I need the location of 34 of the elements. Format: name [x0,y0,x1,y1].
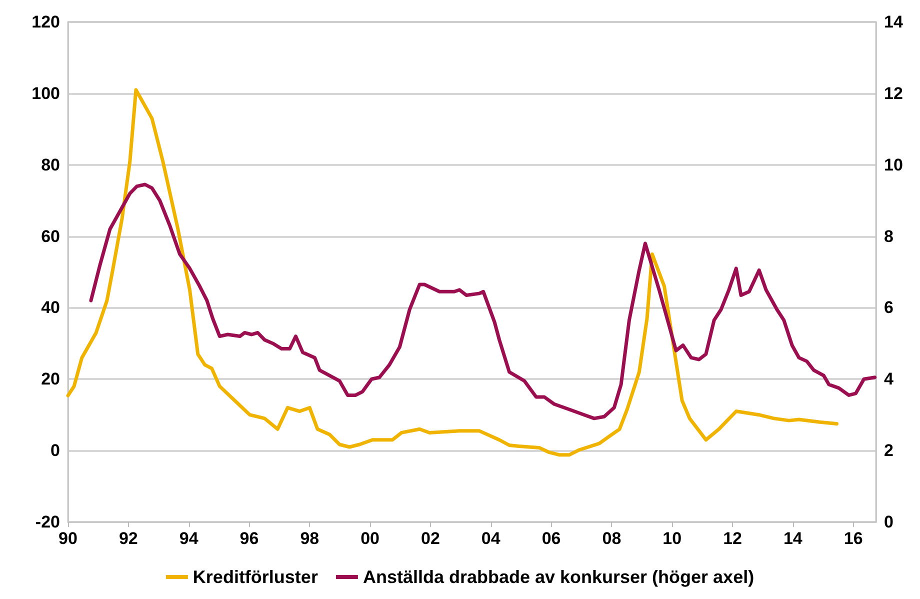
x-tick-label: 92 [118,529,138,548]
y2-tick-label: 0 [884,512,894,532]
x-tick-label: 90 [58,529,78,548]
y-tick-label: 0 [50,441,60,460]
y-tick-label: 60 [41,226,60,246]
y-tick-label: 120 [32,12,60,32]
x-tick-label: 10 [662,529,682,548]
x-tick-label: 96 [240,529,259,548]
y2-tick-label: 6 [884,298,894,318]
x-tick-label: 08 [602,529,622,548]
x-tick-label: 04 [481,529,501,548]
y-tick-label: 20 [41,370,60,389]
x-tick-label: 00 [360,529,380,548]
y-tick-label: 100 [32,84,60,103]
x-tick-label: 16 [844,529,863,548]
y-tick-label: 40 [41,298,60,318]
x-tick-label: 14 [783,529,803,548]
y2-tick-label: 12 [884,84,903,103]
x-tick-label: 02 [421,529,440,548]
line-series [66,88,838,457]
legend-label: Kreditförluster [192,567,318,587]
x-tick-label: 98 [300,529,320,548]
y-tick-label: 80 [41,155,60,174]
line-series [89,182,877,420]
y2-tick-label: 8 [884,226,894,246]
y2-tick-label: 2 [884,441,894,460]
x-tick-label: 94 [179,529,199,548]
y2-tick-label: 4 [884,370,894,389]
x-tick-label: 12 [723,529,742,548]
y2-tick-label: 14 [884,12,904,32]
legend-label: Anställda drabbade av konkurser (höger axel) [362,567,754,587]
y-tick-label: -20 [35,512,60,532]
y2-tick-label: 10 [884,155,903,174]
x-tick-label: 06 [542,529,561,548]
